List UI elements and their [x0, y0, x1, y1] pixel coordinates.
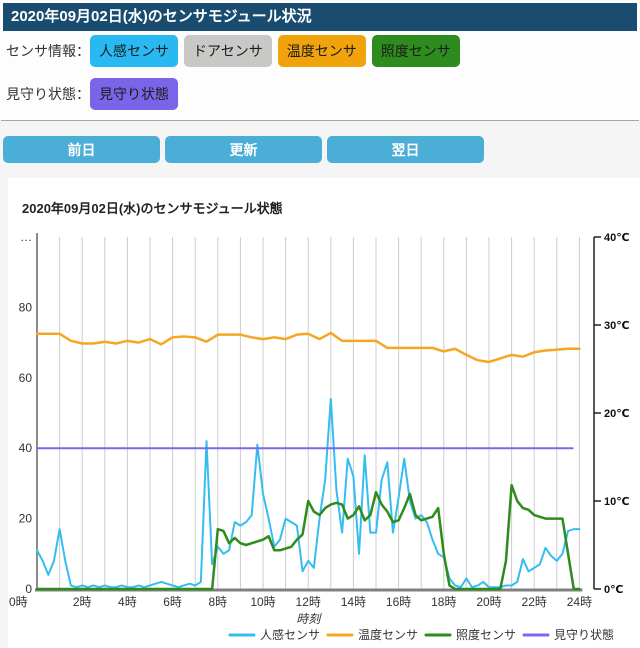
x-tick-label: 8時 [208, 595, 227, 609]
section-divider [1, 120, 639, 121]
legend-label: 見守り状態 [554, 627, 614, 642]
sensor-info-row: センサ情報： 人感センサ ドアセンサ 温度センサ 照度センサ [3, 35, 637, 67]
chart-panel: 2020年09月02日(水)のセンサモジュール状態 … 80 60 40 20 0 40℃ 3… [8, 178, 640, 648]
x-tick-label: 14時 [341, 595, 366, 609]
watch-button-group: 見守り状態 [90, 78, 184, 110]
date-nav-row: 前日 更新 翌日 [0, 121, 640, 163]
legend-label: 照度センサ [456, 627, 516, 642]
sensor-info-label: センサ情報： [6, 43, 90, 59]
refresh-button[interactable]: 更新 [165, 136, 322, 163]
right-axis-tick-label: 10℃ [604, 496, 630, 508]
x-axis-title: 時刻 [296, 612, 322, 626]
sensor-button-temperature[interactable]: 温度センサ [277, 35, 366, 67]
series-照度センサ [35, 483, 581, 591]
x-tick-label: 6時 [163, 595, 182, 609]
sensor-button-motion[interactable]: 人感センサ [90, 35, 178, 67]
x-tick-label: 2時 [73, 595, 92, 609]
left-axis-tick-label: … [20, 230, 32, 244]
left-axis-tick-label: 0 [25, 582, 32, 596]
sensor-button-watch[interactable]: 見守り状態 [90, 78, 178, 110]
right-axis-tick-label: 20℃ [604, 408, 630, 420]
series-人感センサ [36, 397, 581, 589]
watch-status-label: 見守り状態： [6, 86, 90, 102]
left-axis-tick-label: 80 [19, 300, 33, 314]
x-tick-label: 18時 [431, 595, 456, 609]
left-axis-tick-label: 60 [19, 371, 33, 385]
x-tick-label: 24時 [567, 595, 592, 609]
x-tick-label: 20時 [476, 595, 501, 609]
chart-svg: … 80 60 40 20 0 40℃ 30℃ 20℃ 10℃ 0℃ 0時 2時 4時 6時 8時 10時 12時… [9, 230, 630, 642]
sensor-button-door[interactable]: ドアセンサ [184, 35, 272, 67]
right-axis-tick-label: 30℃ [604, 320, 630, 332]
x-tick-label: 22時 [522, 595, 547, 609]
legend-label: 人感センサ [260, 627, 320, 642]
next-day-button[interactable]: 翌日 [327, 136, 484, 163]
sensor-button-illuminance[interactable]: 照度センサ [371, 35, 460, 67]
sensor-buttons-group: 人感センサ ドアセンサ 温度センサ 照度センサ [90, 35, 466, 67]
watch-status-row: 見守り状態： 見守り状態 [3, 78, 637, 120]
left-axis-tick-label: 20 [19, 512, 33, 526]
x-tick-label: 10時 [250, 595, 275, 609]
x-tick-label: 16時 [386, 595, 411, 609]
series-温度センサ [35, 331, 581, 364]
x-tick-label: 4時 [118, 595, 137, 609]
legend-label: 温度センサ [358, 627, 418, 642]
left-axis-tick-label: 40 [19, 441, 33, 455]
right-axis-tick-label: 0℃ [604, 584, 623, 596]
top-section: 2020年09月02日(水)のセンサモジュール状況 センサ情報： 人感センサ ドア… [0, 0, 640, 120]
x-tick-label: 0時 [9, 595, 28, 609]
chart-title: 2020年09月02日(水)のセンサモジュール状態 [22, 201, 283, 216]
previous-day-button[interactable]: 前日 [3, 136, 160, 163]
right-axis-tick-label: 40℃ [604, 232, 630, 244]
page-title: 2020年09月02日(水)のセンサモジュール状況 [3, 3, 637, 31]
x-tick-label: 12時 [296, 595, 321, 609]
